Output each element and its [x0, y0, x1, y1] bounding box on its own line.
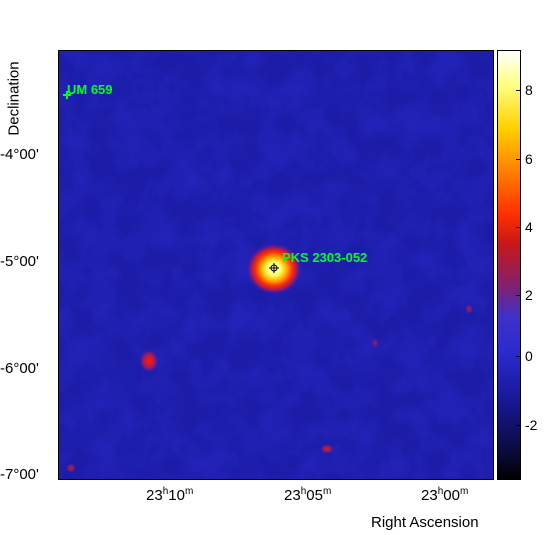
y-tick-label: -5°00' [0, 253, 39, 270]
colorbar-tick: 8 [525, 82, 533, 98]
pks-source-marker [269, 263, 279, 273]
y-tick-label: -4°00' [0, 146, 39, 163]
sky-map-image [59, 51, 493, 479]
x-tick-label: 23h05m [284, 486, 332, 504]
x-tick-label: 23h10m [146, 486, 194, 504]
colorbar-tick: 4 [525, 219, 533, 235]
y-axis-title: Declination [5, 61, 23, 136]
colorbar [497, 50, 521, 480]
faint-source-emission [139, 349, 159, 373]
sky-map [58, 50, 494, 480]
x-tick-label: 23h00m [421, 486, 469, 504]
source-label-pks: PKS 2303-052 [282, 250, 368, 265]
x-axis-title: Right Ascension [371, 514, 479, 531]
colorbar-tick: 6 [525, 151, 533, 167]
colorbar-tick: -2 [525, 417, 538, 433]
y-tick-label: -7°00' [0, 466, 39, 483]
um659-marker [63, 91, 71, 99]
colorbar-tick: 2 [525, 287, 533, 303]
source-label-um659: UM 659 [67, 82, 113, 97]
y-tick-label: -6°00' [0, 360, 39, 377]
colorbar-tick: 0 [525, 348, 533, 364]
